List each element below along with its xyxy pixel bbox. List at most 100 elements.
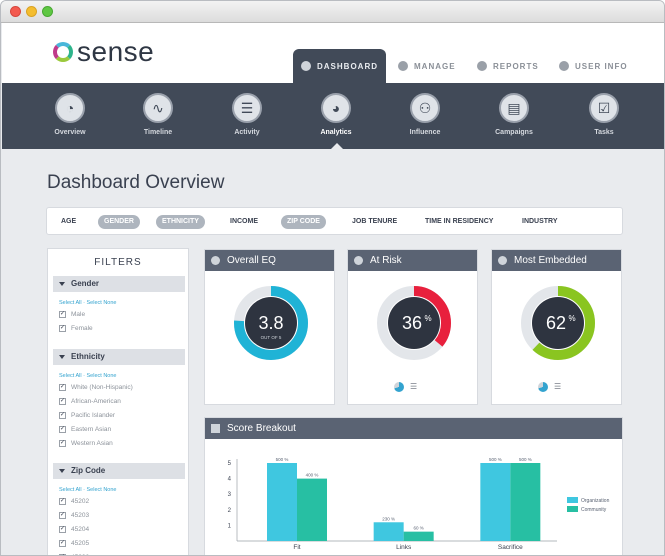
checkbox-checked-icon[interactable]: ✓ — [59, 425, 66, 433]
segment-ethnicity[interactable]: ETHNICITY — [156, 215, 205, 229]
segment-gender[interactable]: GENDER — [98, 215, 140, 229]
y-tick-label: 4 — [228, 477, 232, 483]
tab-dashboard[interactable]: DASHBOARD — [293, 49, 386, 83]
card-header: Most Embedded — [492, 250, 621, 271]
tab-user-info[interactable]: USER INFO — [559, 49, 628, 83]
nav-tasks[interactable]: ☑ Tasks — [574, 93, 634, 136]
list-view-icon[interactable]: ☰ — [554, 382, 562, 391]
segment-industry[interactable]: INDUSTRY — [522, 218, 558, 225]
nav-overview[interactable]: ◔ Overview — [40, 93, 100, 136]
filter-option[interactable]: ✓ 45202 — [59, 497, 90, 505]
filter-option[interactable]: ✓ Female — [59, 324, 93, 332]
filter-option[interactable]: ✓ African-American — [59, 397, 121, 405]
card-header: Score Breakout — [205, 418, 622, 439]
checkbox-checked-icon[interactable]: ✓ — [59, 439, 66, 447]
checkbox-checked-icon[interactable]: ✓ — [59, 310, 66, 318]
score-breakout-chart: 1 2 3 4 5 500 % 400 % Fit 230 % 60 % Links 500 % 500… — [228, 457, 610, 551]
pie-view-icon[interactable] — [394, 382, 404, 392]
wrench-icon — [398, 61, 408, 71]
filter-option[interactable]: ✓ Male — [59, 310, 86, 318]
select-none-link[interactable]: Select None — [86, 300, 117, 306]
filter-option[interactable]: ✓ White (Non-Hispanic) — [59, 383, 133, 391]
filter-option[interactable]: ✓ Western Asian — [59, 439, 113, 447]
bar-community-fit — [297, 478, 327, 541]
nav-timeline[interactable]: ∿ Timeline — [128, 93, 188, 136]
inbox-icon: ▤ — [499, 93, 529, 123]
segment-bar: AGE GENDER ETHNICITY INCOME ZIP CODE JOB… — [46, 207, 623, 235]
filter-option[interactable]: ✓ 45203 — [59, 511, 90, 519]
checkbox-checked-icon[interactable]: ✓ — [59, 525, 66, 533]
window-titlebar — [1, 1, 664, 23]
nav-activity[interactable]: ☰ Activity — [217, 93, 277, 136]
checkbox-checked-icon[interactable]: ✓ — [59, 497, 66, 505]
score-breakout-card: Score Breakout 1 2 3 4 5 500 % 400 % Fit 230 % 60… — [204, 417, 623, 555]
most-embedded-gauge: 62 % — [521, 286, 595, 360]
top-bar: sense DASHBOARD MANAGE REPORTS USER INFO — [2, 23, 664, 83]
section-nav: ◔ Overview ∿ Timeline ☰ Activity ◕ Analy… — [2, 83, 664, 149]
segment-income[interactable]: INCOME — [230, 218, 258, 225]
checkbox-checked-icon[interactable]: ✓ — [59, 383, 66, 391]
gauge-unit: % — [424, 314, 431, 323]
list-view-icon[interactable]: ☰ — [410, 382, 418, 391]
gauge-value: 3.8 — [258, 313, 283, 333]
segment-time-in-residency[interactable]: TIME IN RESIDENCY — [425, 218, 494, 225]
select-none-link[interactable]: Select None — [86, 373, 117, 379]
maximize-window-button[interactable] — [42, 6, 53, 17]
pie-view-icon[interactable] — [538, 382, 548, 392]
select-all-link[interactable]: Select All — [59, 373, 82, 379]
checkbox-checked-icon[interactable]: ✓ — [59, 397, 66, 405]
sense-logo[interactable]: sense — [53, 35, 154, 69]
gauge-fill — [377, 286, 451, 360]
active-nav-caret — [331, 143, 343, 149]
filter-option[interactable]: ✓ 45204 — [59, 525, 90, 533]
filter-option[interactable]: ✓ 45205 — [59, 539, 90, 547]
data-label: 400 % — [306, 473, 319, 478]
data-label: 230 % — [382, 516, 395, 521]
minimize-window-button[interactable] — [26, 6, 37, 17]
select-all-link[interactable]: Select All — [59, 487, 82, 493]
y-tick-label: 1 — [228, 523, 232, 529]
segment-zip-code[interactable]: ZIP CODE — [281, 215, 326, 229]
nav-influence[interactable]: ⚇ Influence — [395, 93, 455, 136]
data-label: 60 % — [414, 526, 424, 531]
filter-group-zip-code: Zip Code Select All · Select None ✓ 45202… — [53, 463, 185, 555]
timeline-icon: ∿ — [143, 93, 173, 123]
legend-swatch — [567, 497, 578, 503]
filter-group-gender: Gender Select All · Select None ✓ Male ✓ F… — [53, 276, 185, 338]
warning-icon — [354, 256, 363, 265]
tab-reports[interactable]: REPORTS — [477, 49, 539, 83]
close-window-button[interactable] — [10, 6, 21, 17]
filter-group-header[interactable]: Ethnicity — [53, 349, 185, 365]
filter-group-header[interactable]: Zip Code — [53, 463, 185, 479]
filter-option[interactable]: ✓45206 — [59, 553, 185, 555]
nav-campaigns[interactable]: ▤ Campaigns — [484, 93, 544, 136]
heart-icon — [498, 256, 507, 265]
checkbox-checked-icon[interactable]: ✓ — [59, 553, 66, 555]
checkbox-checked-icon[interactable]: ✓ — [59, 511, 66, 519]
checkbox-checked-icon[interactable]: ✓ — [59, 324, 66, 332]
user-icon — [559, 61, 569, 71]
gauge-unit: % — [568, 314, 575, 323]
select-all-link[interactable]: Select All — [59, 300, 82, 306]
segment-age[interactable]: AGE — [61, 218, 77, 225]
filter-option[interactable]: ✓ Pacific Islander — [59, 411, 116, 419]
gauge-value: 62 — [546, 313, 566, 333]
gauge-value: 36 — [402, 313, 422, 333]
filter-option[interactable]: ✓ Eastern Asian — [59, 425, 112, 433]
data-label: 500 % — [276, 457, 289, 462]
select-links: Select All · Select None — [59, 487, 117, 493]
overall-eq-gauge: 3.8 OUT OF 5 — [234, 286, 308, 360]
segment-job-tenure[interactable]: JOB TENURE — [352, 218, 398, 225]
y-tick-label: 2 — [228, 508, 232, 514]
nav-analytics[interactable]: ◕ Analytics — [306, 93, 366, 136]
gauge-fill — [521, 286, 595, 360]
gauge-fill — [234, 286, 308, 360]
legend-label: Community — [581, 507, 607, 513]
bar-chart-icon — [211, 424, 220, 433]
gauge-center — [245, 297, 297, 349]
select-none-link[interactable]: Select None — [86, 487, 117, 493]
checkbox-checked-icon[interactable]: ✓ — [59, 539, 66, 547]
tab-manage[interactable]: MANAGE — [398, 49, 456, 83]
checkbox-checked-icon[interactable]: ✓ — [59, 411, 66, 419]
filter-group-header[interactable]: Gender — [53, 276, 185, 292]
